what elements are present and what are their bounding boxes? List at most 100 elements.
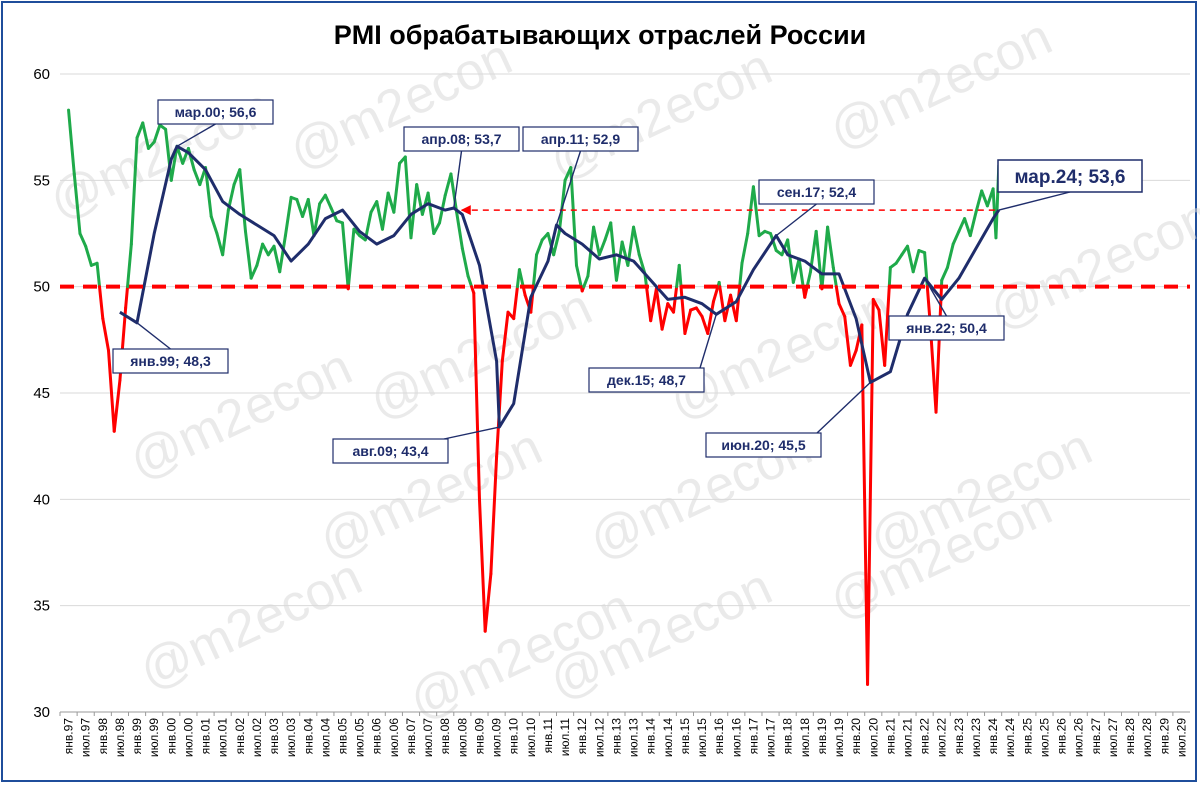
monthly-series-segment — [620, 240, 630, 267]
monthly-series-segment — [718, 285, 727, 323]
x-tick-label: июл.13 — [627, 718, 641, 757]
monthly-series-segment — [346, 227, 356, 289]
x-tick-label: янв.00 — [164, 718, 178, 755]
y-tick-label: 60 — [33, 66, 50, 83]
x-tick-label: июл.28 — [1140, 718, 1154, 757]
monthly-series-segment — [569, 166, 578, 267]
callout-box — [588, 367, 705, 393]
x-tick-label: июл.23 — [969, 718, 983, 757]
x-tick-label: июл.07 — [421, 718, 435, 757]
monthly-series-segment — [963, 217, 972, 238]
x-tick-label: янв.22 — [918, 718, 932, 755]
callout-box — [522, 126, 639, 152]
monthly-series-segment — [306, 197, 316, 238]
x-tick-label: июл.15 — [695, 718, 709, 757]
x-tick-label: июл.02 — [250, 718, 264, 757]
x-tick-label: янв.20 — [849, 718, 863, 755]
callout-label: янв.99; 48,3 — [130, 353, 211, 369]
monthly-series-segment — [683, 308, 693, 335]
monthly-series-segment — [894, 253, 904, 265]
x-tick-label: июл.16 — [729, 718, 743, 757]
monthly-series-segment — [72, 172, 82, 235]
monthly-series-segment — [512, 285, 519, 321]
annotations: мар.00; 56,6 янв.99; 48,3 апр.08; 53,7 апр.… — [112, 99, 1143, 464]
monthly-series-segment — [243, 229, 253, 280]
monthly-series-segment — [831, 266, 838, 289]
monthly-series-segment — [711, 285, 720, 304]
monthly-series-segment — [694, 306, 704, 318]
monthly-series-segment — [906, 244, 915, 274]
monthly-series-segment — [826, 225, 835, 270]
monthly-series-segment — [380, 191, 390, 231]
x-tick-label: июл.09 — [490, 718, 504, 757]
y-tick-label: 40 — [33, 491, 50, 508]
monthly-series-segment — [843, 314, 852, 367]
y-tick-label: 55 — [33, 172, 50, 189]
monthly-series-segment — [614, 240, 624, 282]
callout-box — [888, 315, 1005, 341]
callout-label: сен.17; 52,4 — [777, 184, 857, 200]
monthly-series-segment — [483, 572, 493, 633]
monthly-series-segment — [751, 185, 761, 238]
monthly-series-segment — [940, 266, 949, 282]
x-tick-label: июл.11 — [558, 718, 572, 757]
monthly-series-segment — [261, 242, 270, 257]
monthly-series-segment — [677, 263, 683, 289]
chart-title: PMI обрабатывающих отраслей России — [334, 20, 867, 50]
monthly-series-segment — [375, 200, 384, 231]
monthly-series-segment — [84, 244, 93, 267]
monthly-series-segment — [403, 155, 413, 240]
x-tick-label: янв.17 — [746, 718, 760, 755]
monthly-series-segment — [805, 270, 812, 289]
x-tick-label: янв.24 — [986, 718, 1000, 755]
x-tick-label: янв.04 — [301, 718, 315, 755]
x-tick-label: июл.26 — [1072, 718, 1086, 757]
monthly-series-segment — [632, 225, 641, 257]
monthly-series-segment — [740, 232, 750, 265]
x-tick-label: янв.27 — [1089, 718, 1103, 755]
x-tick-label: янв.98 — [96, 718, 110, 755]
monthly-series-segment — [323, 193, 333, 210]
series-layer — [67, 108, 1001, 686]
x-tick-label: июл.00 — [181, 718, 195, 757]
monthly-series-segment — [679, 285, 687, 335]
y-tick-label: 30 — [33, 704, 50, 721]
monthly-series-segment — [860, 323, 870, 686]
monthly-series-segment — [957, 217, 967, 233]
monthly-series-segment — [272, 244, 282, 274]
x-tick-label: июл.06 — [387, 718, 401, 757]
callout-leader — [136, 322, 171, 350]
watermark-text: @m2econ — [131, 548, 371, 701]
monthly-series-segment — [107, 348, 116, 433]
x-tick-label: июл.20 — [866, 718, 880, 757]
monthly-series-segment — [477, 497, 487, 633]
monthly-series-segment — [209, 214, 219, 235]
monthly-series-segment — [597, 238, 607, 257]
watermark-text: @m2econ — [541, 38, 781, 191]
x-tick-label: июл.99 — [147, 718, 161, 757]
monthly-series-segment — [341, 221, 350, 289]
monthly-series-segment — [295, 197, 305, 218]
x-tick-label: янв.23 — [952, 718, 966, 755]
monthly-series-segment — [204, 166, 213, 218]
x-tick-label: июл.21 — [901, 718, 915, 757]
monthly-series-segment — [129, 136, 139, 246]
monthly-series-segment — [126, 242, 133, 289]
callout-label: апр.08; 53,7 — [421, 131, 501, 147]
x-tick-label: янв.12 — [575, 718, 589, 755]
moving-average-line — [119, 144, 1001, 429]
callout-leader — [998, 191, 1071, 211]
monthly-series-segment — [706, 300, 715, 335]
monthly-series-segment — [934, 285, 943, 414]
monthly-series-segment — [814, 229, 824, 289]
reference-lines — [60, 205, 1190, 289]
monthly-series-segment — [426, 191, 436, 235]
monthly-series-segment — [283, 195, 293, 238]
monthly-series-segment — [574, 263, 583, 289]
monthly-series-segment — [249, 263, 259, 280]
monthly-series-segment — [645, 285, 653, 323]
monthly-series-segment — [98, 285, 105, 321]
callout-label: янв.22; 50,4 — [906, 320, 987, 336]
x-tick-label: янв.29 — [1157, 718, 1171, 755]
